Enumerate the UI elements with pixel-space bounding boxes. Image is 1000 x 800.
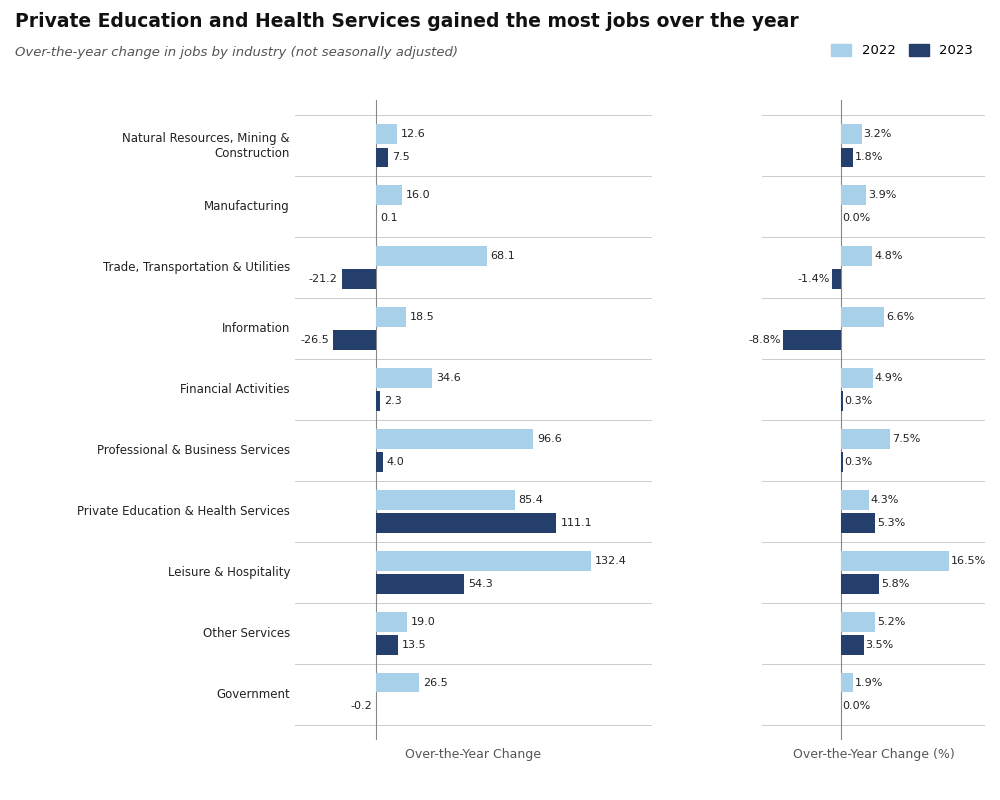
Bar <box>376 124 397 144</box>
Text: Leisure & Hospitality: Leisure & Hospitality <box>168 566 290 579</box>
Text: 16.5%: 16.5% <box>951 556 986 566</box>
Text: 0.1: 0.1 <box>380 214 398 223</box>
Text: -21.2: -21.2 <box>309 274 338 284</box>
Bar <box>376 490 515 510</box>
Bar <box>841 391 843 411</box>
Text: Private Education & Health Services: Private Education & Health Services <box>77 505 290 518</box>
Bar <box>376 186 402 205</box>
Text: 34.6: 34.6 <box>436 373 461 383</box>
Text: 3.2%: 3.2% <box>864 129 892 139</box>
Bar <box>841 186 866 205</box>
Text: 0.3%: 0.3% <box>845 457 873 467</box>
Text: Over-the-year change in jobs by industry (not seasonally adjusted): Over-the-year change in jobs by industry… <box>15 46 458 59</box>
Text: Manufacturing: Manufacturing <box>204 200 290 213</box>
Bar <box>376 246 487 266</box>
Text: 3.5%: 3.5% <box>866 640 894 650</box>
Text: 3.9%: 3.9% <box>868 190 897 200</box>
Text: 0.0%: 0.0% <box>843 701 871 711</box>
Text: 4.8%: 4.8% <box>874 251 903 261</box>
Text: 7.5%: 7.5% <box>892 434 920 444</box>
Text: 96.6: 96.6 <box>537 434 562 444</box>
Text: -1.4%: -1.4% <box>797 274 830 284</box>
Text: Trade, Transportation & Utilities: Trade, Transportation & Utilities <box>103 261 290 274</box>
Text: Government: Government <box>216 688 290 701</box>
Text: 19.0: 19.0 <box>411 617 436 626</box>
Bar <box>376 391 380 411</box>
Bar <box>841 368 873 388</box>
Bar <box>841 551 949 570</box>
Text: 4.3%: 4.3% <box>871 495 899 505</box>
Bar <box>841 574 879 594</box>
Bar <box>376 635 398 654</box>
Text: 1.9%: 1.9% <box>855 678 884 688</box>
Text: 18.5: 18.5 <box>410 312 435 322</box>
Bar <box>376 673 419 693</box>
Text: 132.4: 132.4 <box>595 556 627 566</box>
Text: Professional & Business Services: Professional & Business Services <box>97 444 290 457</box>
Legend: 2022, 2023: 2022, 2023 <box>826 38 978 62</box>
Text: 26.5: 26.5 <box>423 678 448 688</box>
Bar <box>376 612 407 631</box>
Text: 5.8%: 5.8% <box>881 579 909 589</box>
Text: 2.3: 2.3 <box>384 396 402 406</box>
Bar <box>783 330 841 350</box>
Bar <box>841 673 853 693</box>
Bar <box>376 551 591 570</box>
Bar <box>333 330 376 350</box>
Text: 5.3%: 5.3% <box>877 518 906 528</box>
Text: 16.0: 16.0 <box>406 190 431 200</box>
Bar <box>841 147 853 167</box>
Text: 85.4: 85.4 <box>519 495 544 505</box>
Text: 4.0: 4.0 <box>387 457 404 467</box>
Bar <box>841 429 890 449</box>
Text: 0.3%: 0.3% <box>845 396 873 406</box>
Bar <box>841 514 875 533</box>
Text: 13.5: 13.5 <box>402 640 427 650</box>
Text: 7.5: 7.5 <box>392 152 410 162</box>
Text: Information: Information <box>222 322 290 335</box>
Text: Private Education and Health Services gained the most jobs over the year: Private Education and Health Services ga… <box>15 12 799 31</box>
Text: -0.2: -0.2 <box>350 701 372 711</box>
Bar <box>376 147 388 167</box>
Text: Financial Activities: Financial Activities <box>180 383 290 396</box>
Text: 1.8%: 1.8% <box>854 152 883 162</box>
Text: 0.0%: 0.0% <box>843 214 871 223</box>
Bar <box>342 270 376 289</box>
Text: Other Services: Other Services <box>203 627 290 640</box>
Text: 5.2%: 5.2% <box>877 617 905 626</box>
Text: 4.9%: 4.9% <box>875 373 903 383</box>
Text: 111.1: 111.1 <box>560 518 592 528</box>
Bar <box>376 452 383 472</box>
Bar <box>841 124 862 144</box>
Bar <box>841 635 864 654</box>
Text: 12.6: 12.6 <box>401 129 425 139</box>
X-axis label: Over-the-Year Change: Over-the-Year Change <box>405 748 541 762</box>
Bar <box>841 246 872 266</box>
Bar <box>376 574 464 594</box>
Bar <box>841 490 869 510</box>
Bar <box>832 270 841 289</box>
Text: Natural Resources, Mining &
Construction: Natural Resources, Mining & Construction <box>122 132 290 160</box>
Text: 6.6%: 6.6% <box>886 312 914 322</box>
Bar <box>841 452 843 472</box>
Bar <box>376 368 432 388</box>
Text: 54.3: 54.3 <box>468 579 493 589</box>
Bar <box>841 612 875 631</box>
X-axis label: Over-the-Year Change (%): Over-the-Year Change (%) <box>793 748 954 762</box>
Bar <box>376 514 556 533</box>
Text: -8.8%: -8.8% <box>749 335 781 345</box>
Text: 68.1: 68.1 <box>491 251 515 261</box>
Text: -26.5: -26.5 <box>300 335 329 345</box>
Bar <box>376 307 406 326</box>
Bar <box>841 307 884 326</box>
Bar <box>376 429 533 449</box>
